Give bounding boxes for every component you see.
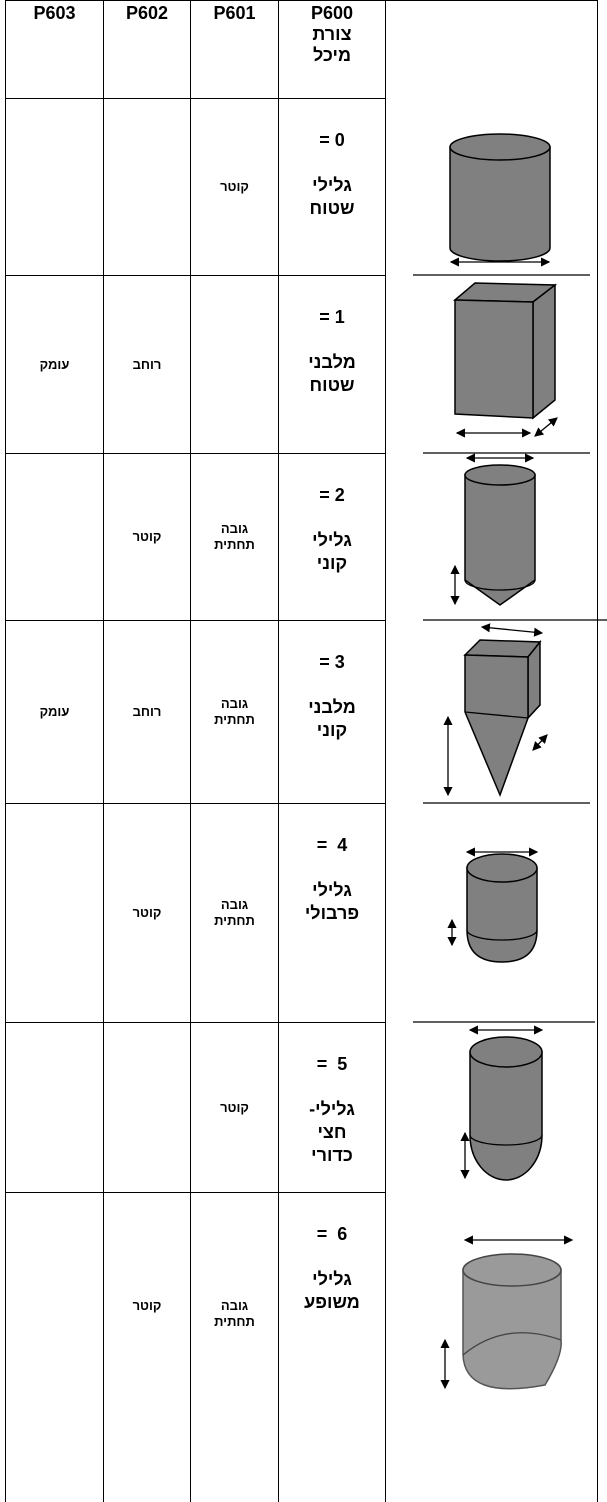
param-text: גובה תחתית (214, 696, 255, 727)
param-text: קוטר (132, 1298, 162, 1313)
value-code: = 4 (316, 835, 348, 855)
param-cell: קוטר (103, 803, 191, 1023)
value-cell: = 6 גלילי משופע (278, 1192, 386, 1502)
table-row: עומק רוחב = 1 מלבני שטוח (5, 275, 598, 454)
param-cell: גובה תחתית (190, 620, 279, 804)
param-cell: קוטר (103, 453, 191, 621)
param-cell: גובה תחתית (190, 1192, 279, 1502)
param-text: עומק (39, 704, 70, 719)
param-text: קוטר (220, 1099, 249, 1115)
param-text: רוחב (132, 356, 162, 372)
param-cell: גובה תחתית (190, 453, 279, 621)
table-row: קוטר גובה תחתית = 6 גלילי משופע (5, 1192, 598, 1502)
param-cell: רוחב (103, 620, 191, 804)
image-cell (385, 0, 598, 99)
header-cell: P600 צורת מיכל (278, 0, 386, 99)
param-cell: עומק (5, 275, 104, 454)
param-cell (5, 453, 104, 621)
row-separators (413, 274, 607, 1023)
header-row: P603 P602 P601 P600 צורת מיכל (5, 0, 598, 99)
sloped-cylinder (440, 1235, 574, 1390)
value-cell: = 0 גלילי שטוח (278, 98, 386, 276)
param-cell (5, 1192, 104, 1502)
shape-illustrations (413, 133, 607, 1390)
header-cell: P601 (190, 0, 279, 99)
value-cell: = 3 מלבני קוני (278, 620, 386, 804)
param-text: גובה תחתית (214, 521, 255, 552)
conical-box (443, 623, 548, 798)
header-cell: P603 (5, 0, 104, 99)
param-cell: גובה תחתית (190, 803, 279, 1023)
param-cell: קוטר (190, 98, 279, 276)
header-label: צורת מיכל (312, 24, 352, 65)
table: P603 P602 P601 P600 צורת מיכל קוטר = 0 גלילי שט… (5, 0, 598, 1502)
flat-box (453, 282, 558, 438)
value-code: = 6 (316, 1224, 348, 1244)
hemispherical-cylinder (460, 1025, 544, 1181)
header-cell: P602 (103, 0, 191, 99)
value-code: = 5 (316, 1054, 348, 1074)
shape-name: גלילי פרבולי (304, 880, 360, 923)
value-cell: = 4 גלילי פרבולי (278, 803, 386, 1023)
flat-cylinder (449, 133, 551, 267)
param-text: גובה תחתית (214, 1298, 255, 1329)
value-code: = 3 (319, 652, 345, 672)
value-cell: = 5 גלילי- חצי כדורי (278, 1022, 386, 1193)
param-cell (103, 98, 191, 276)
conical-cylinder (450, 453, 536, 606)
shape-name: גלילי קוני (312, 530, 352, 573)
shape-name: גלילי- חצי כדורי (309, 1099, 355, 1165)
param-cell: עומק (5, 620, 104, 804)
value-cell: = 2 גלילי קוני (278, 453, 386, 621)
header-code: P600 (310, 3, 354, 23)
value-code: = 2 (319, 485, 345, 505)
param-text: קוטר (132, 905, 162, 920)
value-code: = 1 (319, 307, 345, 327)
param-text: גובה תחתית (214, 897, 255, 928)
param-cell (5, 98, 104, 276)
param-text: רוחב (132, 704, 162, 719)
param-cell (5, 1022, 104, 1193)
shape-name: מלבני שטוח (308, 352, 356, 395)
table-row: עומק רוחב גובה תחתית = 3 מלבני קוני (5, 620, 598, 804)
param-cell: קוטר (190, 1022, 279, 1193)
param-text: עומק (39, 356, 70, 372)
param-cell (190, 275, 279, 454)
value-code: = 0 (319, 130, 345, 150)
param-text: קוטר (220, 179, 249, 194)
param-cell (103, 1022, 191, 1193)
value-cell: = 1 מלבני שטוח (278, 275, 386, 454)
param-cell (5, 803, 104, 1023)
shape-name: גלילי משופע (304, 1269, 360, 1312)
param-text: קוטר (132, 529, 162, 544)
shape-name: מלבני קוני (308, 697, 356, 740)
parabolic-cylinder (447, 847, 539, 963)
param-cell: רוחב (103, 275, 191, 454)
shape-name: גלילי שטוח (309, 175, 355, 218)
param-cell: קוטר (103, 1192, 191, 1502)
